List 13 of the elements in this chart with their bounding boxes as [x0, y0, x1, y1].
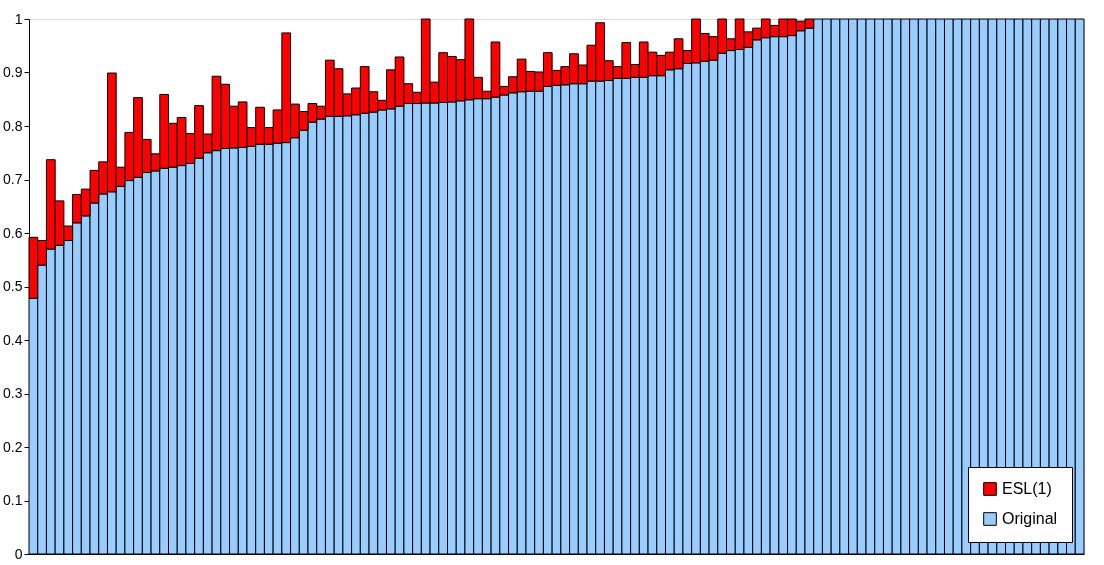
y-tick-label: 0.9 — [3, 64, 23, 80]
y-tick-label: 0.3 — [3, 385, 23, 401]
y-tick-label: 0.6 — [3, 224, 23, 241]
y-tick-label: 0.4 — [3, 331, 23, 348]
y-tick-label: 0.7 — [3, 171, 23, 187]
y-tick-label: 0.1 — [3, 492, 23, 508]
legend-label: ESL(1) — [1002, 480, 1052, 497]
y-tick-label: 0.8 — [3, 117, 23, 134]
y-tick-label: 1 — [14, 10, 23, 27]
y-tick-label: 0 — [14, 545, 23, 562]
y-tick-label: 0.5 — [3, 278, 23, 294]
y-tick-label: 0.2 — [3, 438, 23, 455]
legend-label: Original — [1002, 510, 1058, 527]
